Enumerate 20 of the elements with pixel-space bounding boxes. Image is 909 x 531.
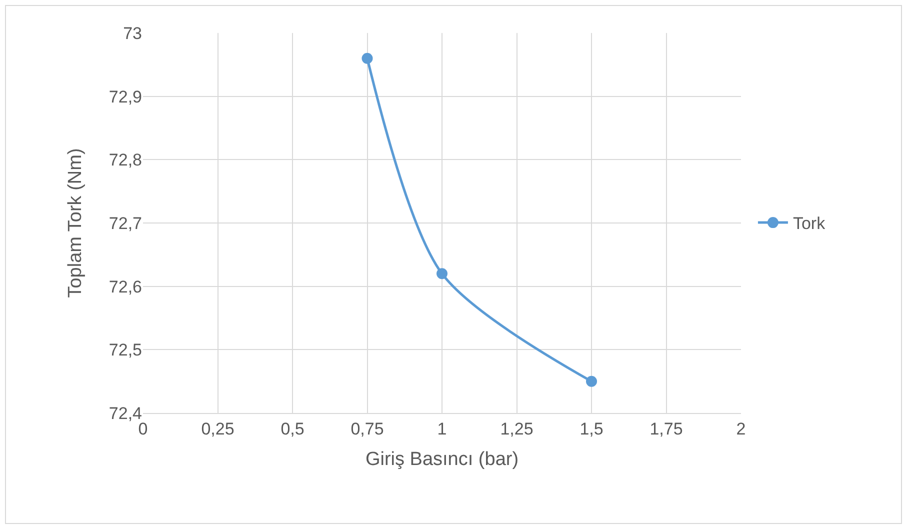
y-tick-label: 73 [123, 24, 142, 43]
x-tick-label: 1,75 [650, 419, 683, 438]
x-tick-label: 0,75 [350, 419, 384, 438]
y-tick-label: 72,6 [108, 277, 142, 296]
x-tick-label: 0,5 [280, 419, 304, 438]
x-tick-label: 1 [437, 419, 447, 438]
x-tick-label: 1,25 [500, 419, 534, 438]
legend-label: Tork [792, 214, 826, 234]
x-axis-title: Giriş Basıncı (bar) [365, 449, 519, 470]
y-tick-label: 72,5 [108, 340, 142, 360]
point [362, 52, 373, 64]
x-tick-label: 0,25 [201, 419, 234, 438]
point [586, 376, 597, 387]
point [436, 268, 448, 280]
y-tick-label: 72,7 [108, 214, 142, 233]
y-axis-title: Toplam Tork (Nm) [64, 148, 86, 298]
x-tick-label: 1,5 [580, 419, 604, 438]
y-tick-label: 72,8 [108, 150, 142, 170]
x-tick-label: 2 [736, 419, 746, 438]
y-tick-label: 72,9 [108, 87, 142, 106]
